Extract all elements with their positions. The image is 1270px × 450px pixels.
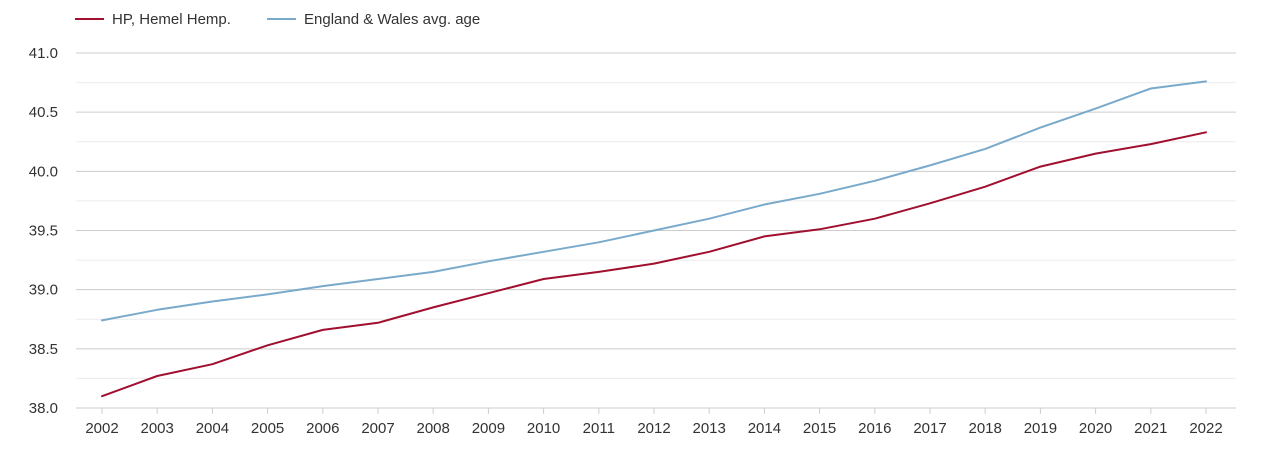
x-tick-label: 2003 [141,420,174,437]
x-tick-label: 2006 [306,420,339,437]
series-line-hp-hemel-hemp [101,131,1207,398]
series-line-england-wales [101,80,1207,322]
y-tick-label: 40.5 [29,104,58,121]
y-tick-label: 39.0 [29,282,58,299]
x-tick-label: 2009 [472,420,505,437]
x-tick-label: 2010 [527,420,560,437]
legend-label-england-wales: England & Wales avg. age [304,11,480,28]
y-axis-ticks: 38.0 38.5 39.0 39.5 40.0 40.5 41.0 [29,45,58,417]
x-tick-label: 2017 [913,420,946,437]
x-tick-label: 2004 [196,420,229,437]
y-tick-label: 40.0 [29,163,58,180]
x-tick-label: 2015 [803,420,836,437]
y-tick-label: 39.5 [29,223,58,240]
x-tick-label: 2011 [583,420,615,437]
x-tick-label: 2012 [637,420,670,437]
legend: HP, Hemel Hemp. England & Wales avg. age [75,11,480,28]
x-tick-label: 2020 [1079,420,1112,437]
x-tick-label: 2005 [251,420,284,437]
x-tick-label: 2013 [693,420,726,437]
x-tick-label: 2018 [969,420,1002,437]
y-tick-label: 41.0 [29,45,58,62]
x-tick-label: 2008 [417,420,450,437]
x-tick-label: 2002 [85,420,118,437]
x-tick-label: 2014 [748,420,781,437]
grid [76,52,1236,409]
x-axis-ticks: 2002 2003 2004 2005 2006 2007 2008 2009 2010 2011… [85,408,1223,437]
legend-label-hp-hemel-hemp: HP, Hemel Hemp. [112,11,231,28]
y-tick-label: 38.5 [29,341,58,358]
x-tick-label: 2016 [858,420,891,437]
y-tick-label: 38.0 [29,400,58,417]
x-tick-label: 2021 [1134,420,1167,437]
x-tick-label: 2022 [1189,420,1222,437]
series-lines [101,80,1207,398]
x-tick-label: 2007 [361,420,394,437]
x-tick-label: 2019 [1024,420,1057,437]
